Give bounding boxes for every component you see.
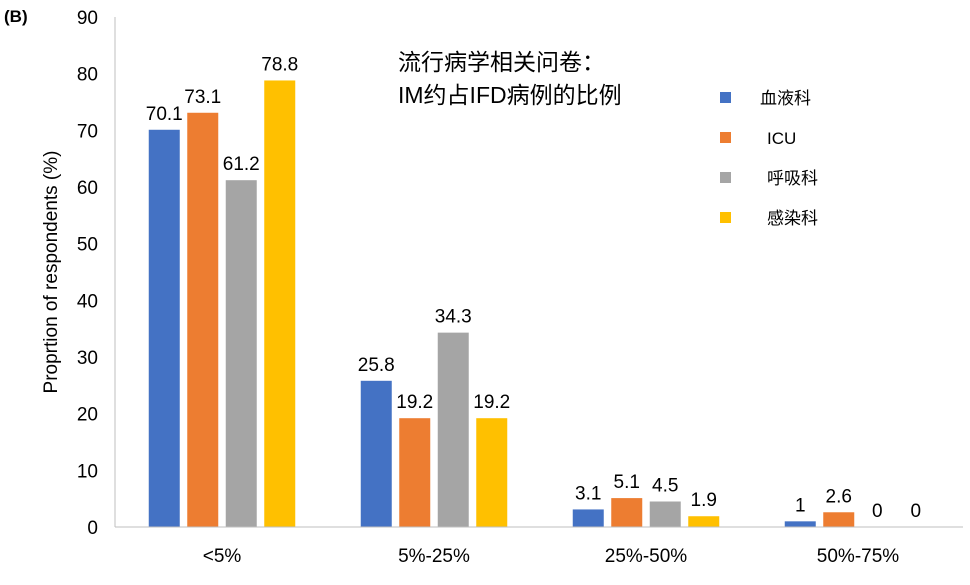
legend-swatch bbox=[720, 132, 731, 143]
data-label: 19.2 bbox=[396, 392, 433, 413]
data-label: 2.6 bbox=[826, 486, 852, 507]
legend-label: 感染科 bbox=[767, 209, 818, 228]
bar bbox=[649, 501, 681, 527]
bar bbox=[399, 418, 431, 527]
data-label: 25.8 bbox=[358, 355, 395, 376]
y-tick-label: 90 bbox=[77, 8, 98, 29]
x-tick-label: <5% bbox=[203, 546, 242, 567]
y-tick-label: 0 bbox=[87, 518, 98, 539]
bar bbox=[225, 180, 257, 527]
data-label: 61.2 bbox=[223, 154, 260, 175]
bar bbox=[688, 516, 720, 527]
x-tick-label: 5%-25% bbox=[398, 546, 470, 567]
bar bbox=[187, 112, 219, 528]
bar bbox=[476, 418, 508, 527]
x-tick-label: 50%-75% bbox=[817, 546, 899, 567]
legend-label: ICU bbox=[767, 129, 796, 148]
data-label: 34.3 bbox=[435, 307, 472, 328]
data-label: 73.1 bbox=[184, 87, 221, 108]
legend-swatch bbox=[720, 172, 731, 183]
legend-swatch bbox=[720, 212, 731, 223]
data-label: 5.1 bbox=[614, 472, 640, 493]
data-label: 0 bbox=[872, 501, 883, 522]
y-tick-label: 50 bbox=[77, 235, 98, 256]
legend-swatch bbox=[720, 92, 731, 103]
data-label: 78.8 bbox=[261, 54, 298, 75]
data-label: 19.2 bbox=[473, 392, 510, 413]
data-label: 1 bbox=[795, 495, 806, 516]
chart-title-line-2: IM约占IFD病例的比例 bbox=[398, 82, 622, 108]
data-label: 4.5 bbox=[652, 476, 678, 497]
bar bbox=[823, 512, 855, 527]
bar bbox=[784, 521, 816, 527]
data-label: 1.9 bbox=[691, 490, 717, 511]
bar bbox=[360, 380, 392, 527]
panel-label: (B) bbox=[4, 7, 28, 26]
data-label: 0 bbox=[910, 501, 921, 522]
bar bbox=[264, 80, 296, 527]
bar bbox=[611, 498, 643, 527]
y-axis-label: Proprtion of respondents (%) bbox=[41, 151, 62, 394]
y-tick-label: 20 bbox=[77, 405, 98, 426]
y-tick-label: 30 bbox=[77, 348, 98, 369]
y-tick-label: 80 bbox=[77, 65, 98, 86]
data-label: 3.1 bbox=[575, 483, 601, 504]
y-tick-label: 40 bbox=[77, 291, 98, 312]
legend-label: 呼吸科 bbox=[767, 169, 818, 188]
bar bbox=[437, 332, 469, 527]
bar bbox=[572, 509, 604, 527]
bar bbox=[148, 129, 180, 527]
legend-label: 血液科 bbox=[760, 89, 811, 108]
y-tick-label: 70 bbox=[77, 121, 98, 142]
chart-title-line-1: 流行病学相关问卷： bbox=[398, 49, 605, 75]
y-tick-label: 60 bbox=[77, 178, 98, 199]
data-label: 70.1 bbox=[146, 104, 183, 125]
y-tick-label: 10 bbox=[77, 461, 98, 482]
x-tick-label: 25%-50% bbox=[605, 546, 687, 567]
